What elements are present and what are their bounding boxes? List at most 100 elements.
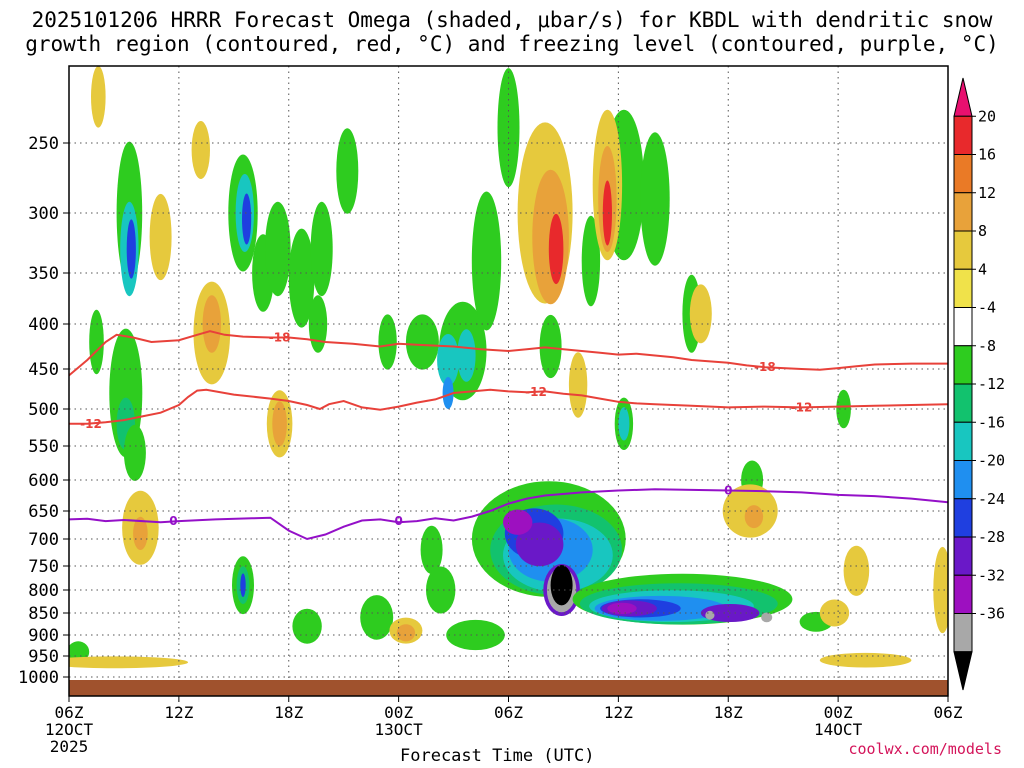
colorbar-swatch-14 xyxy=(953,613,973,653)
y-tick-900: 900 xyxy=(28,626,59,646)
x-tick-24: 06Z xyxy=(494,703,523,722)
colorbar-label-4: 4 xyxy=(978,260,987,278)
x-tick-0: 06Z xyxy=(55,703,84,722)
omega-cell-23 xyxy=(640,132,670,266)
omega-cell-82 xyxy=(933,546,948,634)
chart-title: 2025101206 HRRR Forecast Omega (shaded, … xyxy=(0,8,1024,56)
colorbar-label-0: 20 xyxy=(978,107,996,125)
omega-cell-62 xyxy=(89,309,104,375)
dgz-minus-12-line xyxy=(69,388,948,425)
x-axis-label: Forecast Time (UTC) xyxy=(400,746,595,766)
colorbar-swatch-11 xyxy=(953,498,973,538)
omega-cell-5 xyxy=(123,424,146,481)
colorbar-swatch-9 xyxy=(953,421,973,461)
y-tick-750: 750 xyxy=(28,557,59,577)
y-tick-250: 250 xyxy=(28,134,59,154)
omega-cell-10 xyxy=(265,201,291,297)
colorbar-swatch-3 xyxy=(953,192,973,232)
omega-cell-66 xyxy=(202,295,221,353)
y-tick-400: 400 xyxy=(28,315,59,335)
x-tick-18: 00Z xyxy=(384,703,413,722)
omega-cell-58 xyxy=(360,595,394,640)
dgz-minus-18-label-1: -18 xyxy=(754,360,776,374)
colorbar-swatch-7 xyxy=(953,345,973,385)
omega-cell-13 xyxy=(378,314,397,370)
freezing-level-0-label-0: 0 xyxy=(169,514,177,528)
omega-cell-73 xyxy=(548,213,564,285)
omega-cell-70 xyxy=(272,401,287,447)
freezing-level-0-label-1: 0 xyxy=(394,514,402,528)
omega-cell-78 xyxy=(396,624,416,642)
colorbar-label-1: 16 xyxy=(978,146,996,164)
freezing-level-0-line xyxy=(69,488,948,541)
omega-cell-81 xyxy=(843,545,870,596)
dgz-minus-18-label-0: -18 xyxy=(269,331,291,345)
colorbar-swatch-10 xyxy=(953,460,973,500)
colorbar-label-11: -28 xyxy=(978,528,1005,546)
x-tick-date-0: 12OCT xyxy=(45,720,94,739)
ground-bar xyxy=(69,680,948,696)
omega-cell-84 xyxy=(819,652,912,668)
colorbar-label-3: 8 xyxy=(978,222,987,240)
colorbar-swatch-12 xyxy=(953,536,973,576)
colorbar-label-12: -32 xyxy=(978,566,1005,584)
omega-cell-37 xyxy=(515,522,564,567)
omega-cell-2 xyxy=(126,219,136,279)
colorbar-swatch-2 xyxy=(953,154,973,194)
colorbar: 20 16 12 8 4 -4 -8 -12 -16 -20 -24 -28 -32 -36 xyxy=(953,77,1005,691)
dgz-minus-12-label-2: -12 xyxy=(791,400,813,414)
colorbar-label-10: -24 xyxy=(978,490,1005,508)
x-tick-36: 18Z xyxy=(714,703,743,722)
plot-area: -18 -18 -12 -12 -12 0 0 0 xyxy=(68,65,949,697)
dgz-minus-12-label-1: -12 xyxy=(525,385,547,399)
omega-cell-68 xyxy=(133,516,148,551)
y-tick-800: 800 xyxy=(28,581,59,601)
omega-cell-83 xyxy=(69,656,189,669)
omega-cell-51 xyxy=(761,612,773,623)
colorbar-swatch-0 xyxy=(953,77,973,117)
x-tick-date-18: 13OCT xyxy=(375,720,424,739)
title-line-1: 2025101206 HRRR Forecast Omega (shaded, … xyxy=(31,8,993,32)
dgz-minus-18-line xyxy=(69,330,948,377)
dgz-minus-12-label-0: -12 xyxy=(80,417,102,431)
colorbar-swatch-1 xyxy=(953,115,973,155)
y-tick-500: 500 xyxy=(28,400,59,420)
omega-cell-25 xyxy=(618,407,630,441)
y-tick-1000: 1000 xyxy=(18,668,59,688)
y-tick-550: 550 xyxy=(28,437,59,457)
colorbar-swatch-8 xyxy=(953,383,973,423)
omega-cell-14 xyxy=(405,314,439,370)
omega-cell-38 xyxy=(503,509,533,535)
colorbar-swatch-15 xyxy=(953,651,973,691)
colorbar-label-8: -16 xyxy=(978,413,1005,431)
omega-cell-63 xyxy=(552,416,568,447)
x-tick-30: 12Z xyxy=(604,703,633,722)
contour-lines: -18 -18 -12 -12 -12 0 0 0 xyxy=(69,330,948,541)
omega-cell-27 xyxy=(836,389,851,429)
y-tick-350: 350 xyxy=(28,264,59,284)
omega-cell-59 xyxy=(420,525,443,574)
freezing-level-0-label-2: 0 xyxy=(724,484,732,498)
omega-cell-85 xyxy=(689,284,712,344)
omega-cell-88 xyxy=(568,352,588,418)
y-tick-600: 600 xyxy=(28,471,59,491)
y-tick-950: 950 xyxy=(28,647,59,667)
colorbar-label-2: 12 xyxy=(978,184,996,202)
y-tick-650: 650 xyxy=(28,502,59,522)
x-tick-48: 06Z xyxy=(934,703,963,722)
colorbar-label-13: -36 xyxy=(978,605,1005,623)
x-tick-6: 12Z xyxy=(164,703,193,722)
credit-link[interactable]: coolwx.com/models xyxy=(848,740,1002,758)
omega-cell-50 xyxy=(705,610,715,620)
x-tick-42: 00Z xyxy=(824,703,853,722)
colorbar-swatch-13 xyxy=(953,574,973,614)
omega-cell-28 xyxy=(336,128,359,214)
colorbar-label-7: -12 xyxy=(978,375,1005,393)
y-axis: 2503003504004505005506006507007508008509… xyxy=(18,134,69,688)
omega-cell-20 xyxy=(539,314,562,379)
omega-cell-8 xyxy=(242,193,252,245)
omega-cell-19 xyxy=(471,191,502,331)
omega-cell-57 xyxy=(292,608,322,644)
